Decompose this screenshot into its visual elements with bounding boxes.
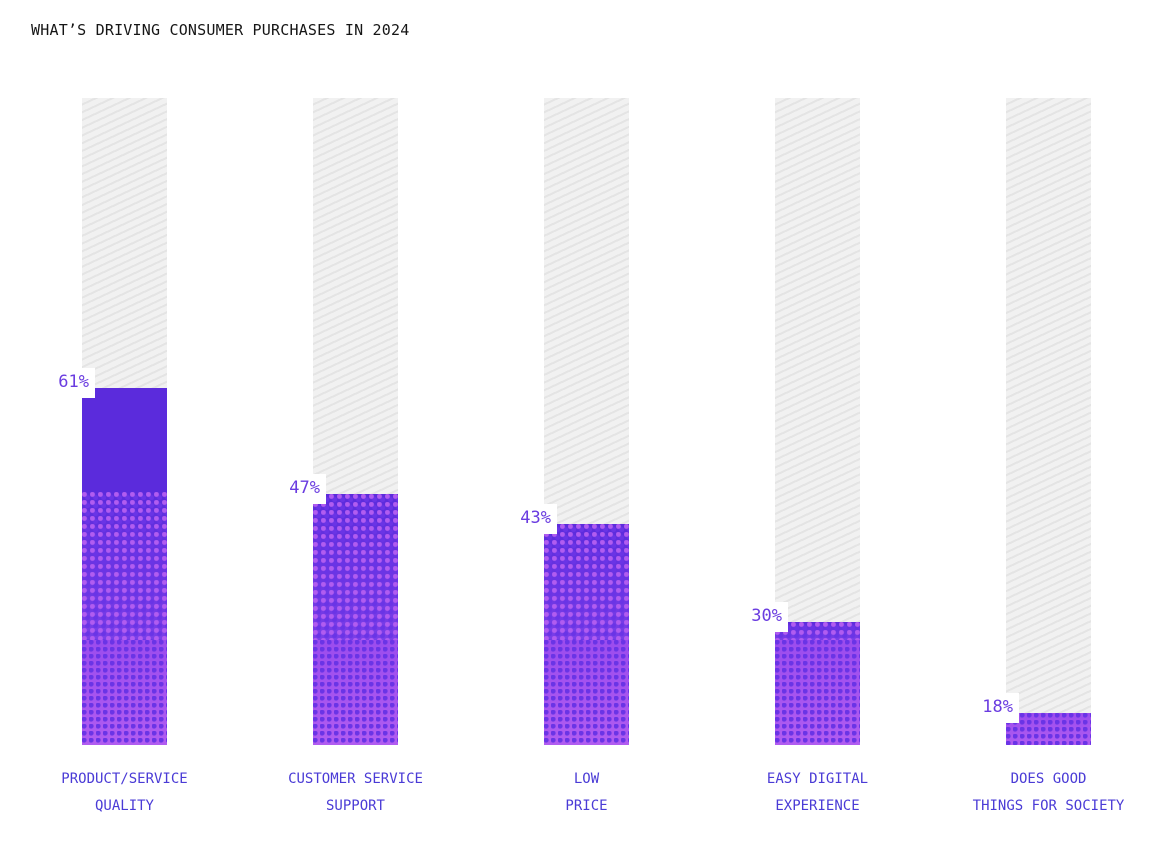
category-label: EASY DIGITAL EXPERIENCE xyxy=(708,766,928,820)
category-label: DOES GOOD THINGS FOR SOCIETY xyxy=(939,766,1159,820)
bar xyxy=(775,622,860,745)
category-label-line: SUPPORT xyxy=(325,798,385,814)
category-label-line: LOW xyxy=(573,771,600,787)
bar-track xyxy=(1006,98,1091,745)
bar-pattern-low xyxy=(313,639,398,745)
bar-pattern-low xyxy=(82,639,167,745)
value-label: 47% xyxy=(283,473,326,504)
bar-pattern-low xyxy=(544,639,629,745)
category-label-line: THINGS FOR SOCIETY xyxy=(972,798,1125,814)
category-label-line: PRICE xyxy=(565,798,608,814)
bar-pattern-mid xyxy=(775,622,860,640)
bar-pattern-low xyxy=(775,639,860,745)
bar xyxy=(1006,713,1091,745)
bar-pattern-low xyxy=(1006,713,1091,745)
category-label-line: PRODUCT/SERVICE xyxy=(61,771,188,787)
category-label-line: DOES GOOD xyxy=(1010,771,1087,787)
bar-pattern-mid xyxy=(544,524,629,640)
category-label-line: EXPERIENCE xyxy=(775,798,860,814)
value-label: 18% xyxy=(976,693,1019,724)
category-label: LOW PRICE xyxy=(477,766,697,820)
category-label-line: EASY DIGITAL xyxy=(766,771,869,787)
category-label-line: QUALITY xyxy=(94,798,154,814)
bar xyxy=(313,493,398,745)
category-label: PRODUCT/SERVICE QUALITY xyxy=(15,766,235,820)
category-label-line: CUSTOMER SERVICE xyxy=(288,771,423,787)
bar-pattern-mid xyxy=(313,493,398,640)
value-label: 43% xyxy=(514,504,557,535)
value-label: 61% xyxy=(52,367,95,398)
bar-pattern-mid xyxy=(82,491,167,640)
chart-title: WHAT’S DRIVING CONSUMER PURCHASES IN 202… xyxy=(31,21,410,39)
value-label: 30% xyxy=(745,602,788,633)
category-label: CUSTOMER SERVICE SUPPORT xyxy=(246,766,466,820)
bar xyxy=(82,387,167,745)
bar xyxy=(544,524,629,745)
